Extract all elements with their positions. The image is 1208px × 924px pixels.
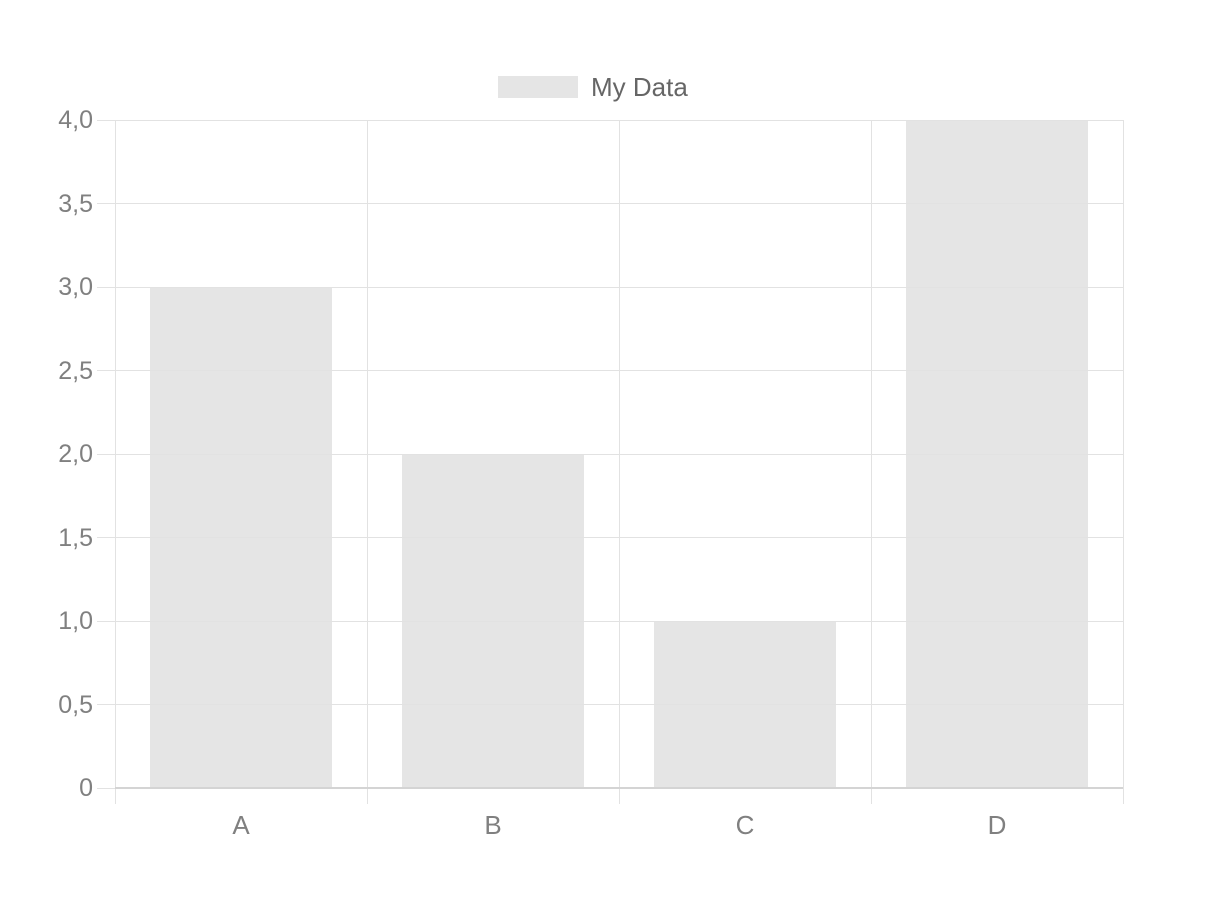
grid-line-h [97, 704, 1123, 705]
y-tick-label: 1,0 [58, 607, 93, 635]
grid-line-v [114, 120, 116, 804]
grid-line-v [618, 120, 620, 804]
grid-line-v [1122, 120, 1124, 804]
y-tick-label: 2,5 [58, 356, 93, 385]
plot-area: 0 0,5 1,0 1,5 2,0 2,5 3,0 3,5 4,0 A B C D [58, 106, 1124, 840]
grid-line-h [97, 286, 1123, 288]
grid-line-h [97, 537, 1123, 538]
y-tick-label: 3,5 [58, 189, 93, 218]
y-tick-label: 0,5 [58, 690, 93, 719]
grid-line-v [366, 120, 368, 804]
legend-swatch [498, 76, 578, 98]
x-tick-label: B [484, 810, 502, 840]
grid-line-h [97, 453, 1123, 455]
grid-line-h [97, 203, 1123, 204]
legend-label: My Data [591, 72, 688, 102]
grid-line-h [97, 119, 1123, 121]
y-tick-label: 0 [79, 774, 93, 802]
y-tick-label: 4,0 [58, 106, 93, 134]
x-tick-label: D [987, 810, 1007, 840]
y-tick-label: 3,0 [58, 273, 93, 301]
grid-line-h [97, 620, 1123, 622]
grid-line-v [870, 120, 872, 804]
x-axis-baseline [115, 787, 1123, 789]
y-tick-label: 1,5 [58, 523, 93, 552]
x-tick-label: C [735, 810, 755, 840]
x-tick-label: A [232, 810, 250, 840]
y-tick-label: 2,0 [58, 440, 93, 468]
grid-line-h [97, 370, 1123, 371]
legend[interactable]: My Data [498, 74, 688, 100]
